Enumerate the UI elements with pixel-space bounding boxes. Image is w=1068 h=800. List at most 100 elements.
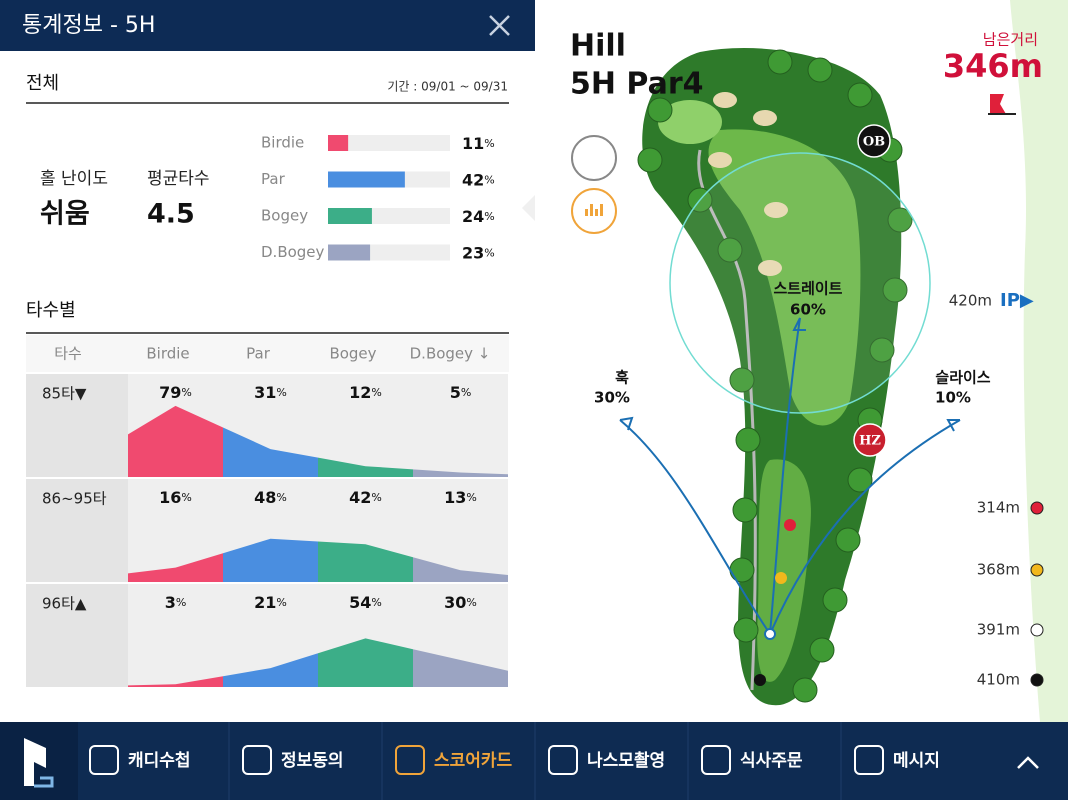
logo[interactable] <box>34 776 54 788</box>
tree <box>637 147 663 173</box>
bar-label: Birdie <box>261 134 304 152</box>
value-number: 23 <box>462 243 484 262</box>
area-segment <box>318 457 413 477</box>
value-unit: % <box>484 210 494 223</box>
tree <box>767 49 793 75</box>
bunker <box>753 110 777 126</box>
period: 기간 : 09/01 ~ 09/31 <box>387 80 508 94</box>
nav-icon[interactable] <box>548 745 578 775</box>
tree <box>887 207 913 233</box>
nav-icon[interactable] <box>395 745 425 775</box>
cell-value: 12% <box>349 383 382 402</box>
arrow-head <box>619 416 634 431</box>
nav-icon[interactable] <box>701 745 731 775</box>
cell-value: 54% <box>349 593 382 612</box>
area-segment <box>413 649 508 687</box>
bar-value: 23% <box>462 243 495 262</box>
bunker <box>764 202 788 218</box>
shot-arrow <box>769 317 801 635</box>
nav-collapse[interactable] <box>1017 756 1039 769</box>
shot-label: 슬라이스 <box>935 369 990 387</box>
close-button[interactable] <box>489 15 510 36</box>
cell-value: 5% <box>450 383 472 402</box>
difficulty-value: 쉬움 <box>40 199 90 230</box>
stats-icon-bar[interactable] <box>600 204 603 216</box>
ip-label: IP▶ <box>1000 290 1034 311</box>
cell-value: 31% <box>254 383 287 402</box>
hazard-label: HZ <box>859 434 881 449</box>
value-number: 30 <box>444 593 466 612</box>
value-unit: % <box>176 596 186 609</box>
cell-value: 48% <box>254 488 287 507</box>
bar-label: D.Bogey <box>261 243 325 261</box>
value-number: 13 <box>444 488 466 507</box>
tee-marker <box>1030 623 1044 637</box>
bar <box>328 244 371 261</box>
nav-label[interactable]: 식사주문 <box>740 751 803 771</box>
nav-icon[interactable] <box>89 745 119 775</box>
bottom-nav <box>0 722 1068 800</box>
cell-value: 13% <box>444 488 477 507</box>
stats-icon-bar[interactable] <box>590 204 593 216</box>
tree <box>647 97 673 123</box>
bar-value: 24% <box>462 207 495 226</box>
nav-label[interactable]: 나스모촬영 <box>587 751 665 771</box>
panel-header <box>0 0 535 51</box>
bar-label: Par <box>261 170 286 188</box>
column-header: Birdie <box>146 345 189 363</box>
row-label: 96타▲ <box>42 595 87 613</box>
ball <box>764 628 776 640</box>
nav-label[interactable]: 스코어카드 <box>434 751 513 771</box>
hazard-marker <box>853 423 887 457</box>
value-unit: % <box>461 386 471 399</box>
value-number: 42 <box>349 488 371 507</box>
cell-value: 79% <box>159 383 192 402</box>
nav-label[interactable]: 메시지 <box>893 751 940 771</box>
shot-arrow <box>619 419 771 635</box>
difficulty-label: 홀 난이도 <box>40 169 108 189</box>
value-unit: % <box>371 386 381 399</box>
nav-icon[interactable] <box>854 745 884 775</box>
value-unit: % <box>484 174 494 187</box>
bar-value: 11% <box>462 134 495 153</box>
stats-icon-bar[interactable] <box>595 209 598 216</box>
value-number: 12 <box>349 383 371 402</box>
value-number: 3 <box>165 593 176 612</box>
shot-range <box>669 152 931 414</box>
nav-icon[interactable] <box>242 745 272 775</box>
tee-distance: 368m <box>977 561 1020 579</box>
area-segment <box>413 469 508 477</box>
row-label: 86~95타 <box>42 490 107 508</box>
close-icon[interactable] <box>489 15 510 36</box>
nav-label[interactable]: 캐디수첩 <box>128 750 191 771</box>
arrow-head <box>946 419 960 432</box>
hazard-marker <box>857 124 891 158</box>
nav-label[interactable]: 정보동의 <box>281 751 344 771</box>
fairway <box>708 129 861 426</box>
column-header: 타수 <box>54 345 82 363</box>
value-unit: % <box>466 596 476 609</box>
view-icon[interactable] <box>571 135 617 181</box>
area-segment <box>413 557 508 582</box>
stats-icon-bar[interactable] <box>585 209 588 216</box>
stats-icon[interactable] <box>571 188 617 234</box>
section-heading: 전체 <box>26 73 59 94</box>
hole-info: 5H Par4 <box>570 67 704 102</box>
cell-value: 21% <box>254 593 287 612</box>
area-segment <box>128 676 223 687</box>
tree <box>809 637 835 663</box>
tee-distance: 314m <box>977 499 1020 517</box>
column-header: Bogey <box>329 345 376 363</box>
table-header-bg <box>26 335 509 372</box>
bar-track <box>328 135 450 151</box>
value-number: 16 <box>159 488 181 507</box>
shot-label: 훅 <box>615 369 629 387</box>
tree <box>732 497 758 523</box>
logo[interactable] <box>24 738 46 786</box>
area-segment <box>223 427 318 477</box>
area-segment <box>318 541 413 582</box>
area-segment <box>128 405 223 477</box>
shot-pct: 30% <box>594 389 630 407</box>
